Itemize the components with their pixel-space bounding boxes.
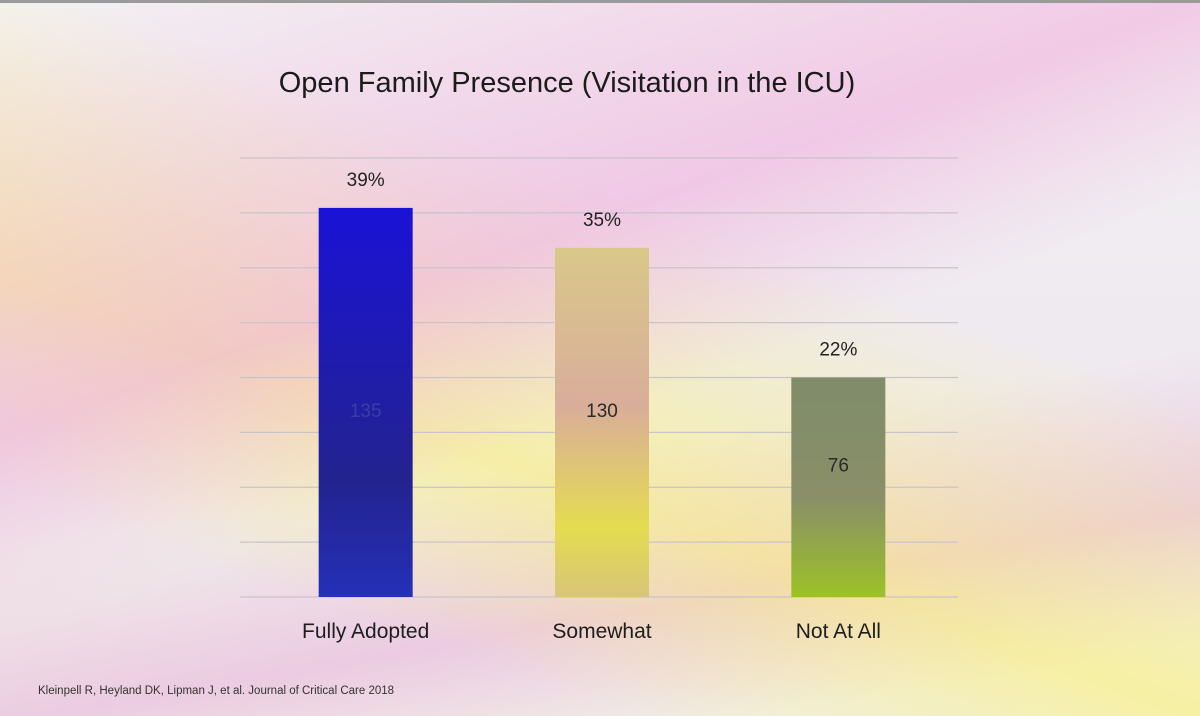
bar-value-label: 35% (583, 210, 621, 231)
category-tick-label: Not At All (796, 620, 881, 643)
citation-text: Kleinpell R, Heyland DK, Lipman J, et al… (38, 685, 395, 697)
bars: 39% 135 Fully Adopted 35% 130 Somewhat 22% 76 No… (302, 170, 886, 643)
bar (791, 377, 886, 597)
top-border (0, 0, 1200, 3)
category-tick-label: Fully Adopted (302, 620, 429, 643)
bar (318, 207, 413, 598)
chart-title: Open Family Presence (Visitation in the … (279, 67, 855, 99)
bar-count-label: 130 (586, 401, 618, 422)
bar-count-label: 135 (350, 401, 382, 422)
bar (555, 247, 649, 597)
category-tick-label: Somewhat (552, 620, 651, 643)
bar-count-label: 76 (828, 456, 849, 477)
bar-value-label: 22% (819, 340, 857, 361)
bar-value-label: 39% (347, 170, 385, 191)
